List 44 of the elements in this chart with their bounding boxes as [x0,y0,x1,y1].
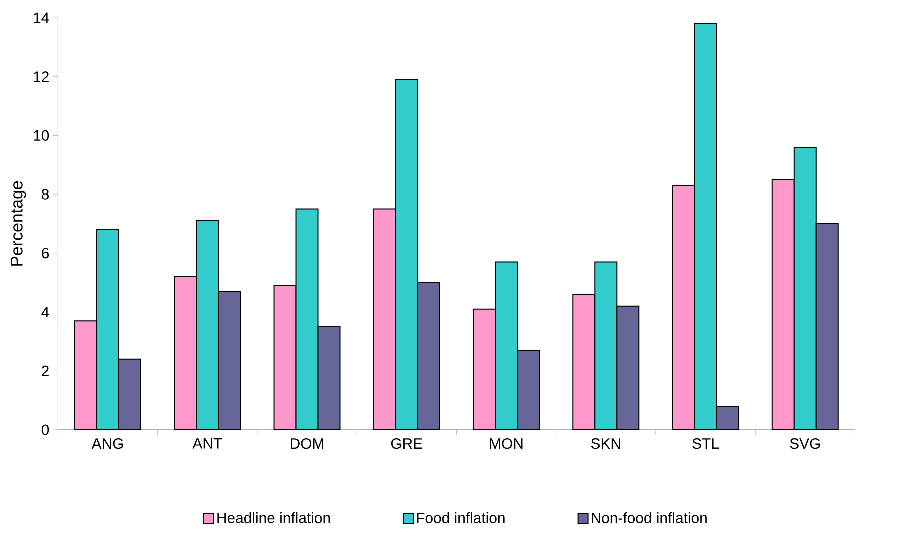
bar [417,282,440,430]
bar [96,229,120,430]
x-tick-label: SVG [790,438,820,450]
bar [816,223,839,430]
bar [616,306,640,430]
legend-label: Non-food inflation [592,512,707,524]
bar [373,208,396,430]
y-tick-label: 6 [42,248,50,259]
x-tick-label: MON [490,438,523,450]
bar [74,320,98,430]
bar [694,23,718,430]
bar [118,358,142,430]
bar [672,185,696,430]
x-tick-label: ANG [92,438,124,450]
bar [196,220,220,430]
bar [218,291,242,430]
bar [495,262,518,430]
bar [395,79,418,430]
bar [772,179,795,430]
y-tick-label: 2 [42,366,49,376]
bar [594,262,618,430]
y-tick-label: 12 [34,72,49,82]
bar [274,285,297,430]
y-tick-label: 4 [42,307,50,318]
x-tick-label: ANT [192,438,222,449]
bar [473,308,496,430]
bar [517,350,540,430]
x-tick-label: STL [692,438,719,450]
y-axis-title: Percentage [11,181,26,266]
bar [716,406,740,430]
x-tick-label: DOM [291,438,324,450]
y-tick-label: 8 [42,189,50,200]
x-tick-label: SKN [591,438,620,450]
legend-label: Headline inflation [218,512,330,524]
bar [174,276,198,430]
legend-label: Food inflation [417,512,505,524]
y-tick-label: 0 [42,424,50,436]
y-tick-label: 14 [34,12,50,24]
bar [296,208,319,430]
y-tick-label: 10 [34,130,50,141]
bar [794,146,817,430]
bar [572,294,596,430]
x-tick-label: GRE [391,438,422,450]
bar [318,326,341,430]
